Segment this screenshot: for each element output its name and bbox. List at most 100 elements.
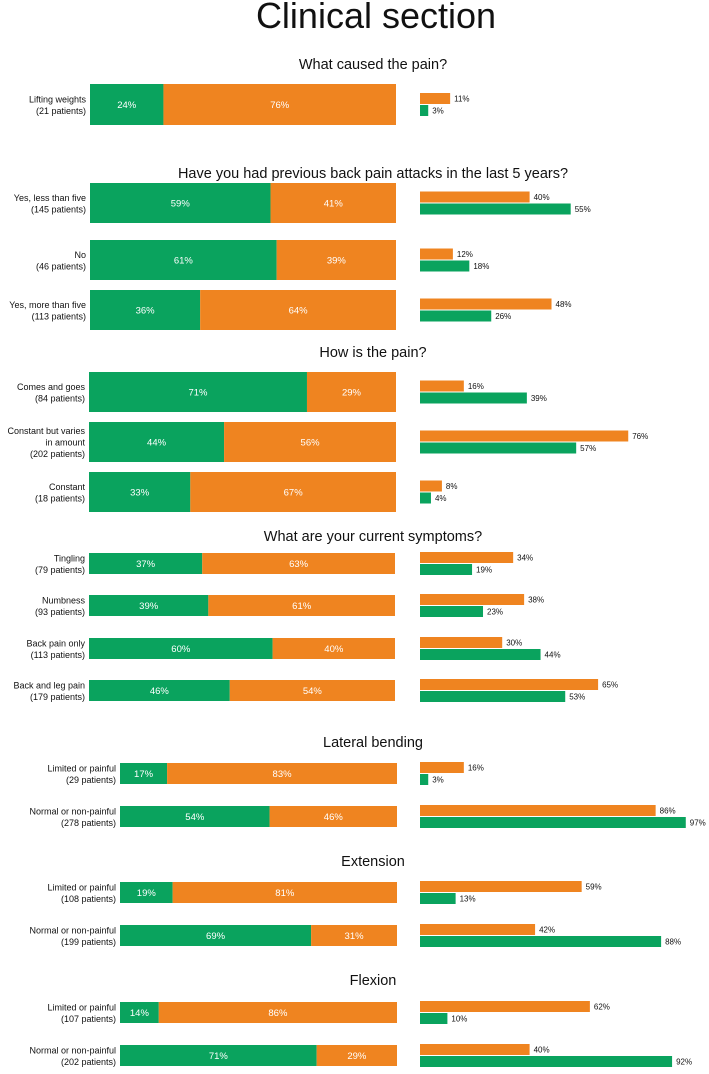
bar-green-label: 19% [137,888,157,899]
share-bar-green [420,203,571,215]
bar-green-label: 60% [171,644,191,655]
row-label: (202 patients) [30,449,85,459]
share-label-green: 88% [665,938,681,947]
bar-orange [272,638,395,659]
share-label-green: 26% [495,312,511,321]
bar-green-label: 37% [136,559,156,570]
share-label-green: 57% [580,444,596,453]
bar-green-label: 69% [206,931,226,942]
share-bar-orange [420,679,599,690]
section-title: Lateral bending [323,735,423,751]
bar-green-label: 39% [139,601,159,612]
row-label: Numbness [42,595,86,605]
share-label-orange: 12% [457,250,473,259]
share-bar-orange [420,1044,530,1055]
row-label: (113 patients) [32,311,86,321]
bar-green [120,882,173,903]
share-label-orange: 42% [539,926,555,935]
bar-green-label: 71% [209,1051,229,1062]
share-bar-orange [420,594,525,605]
bar-orange-label: 54% [303,686,323,697]
section-title: Flexion [350,973,397,989]
bar-orange [172,882,397,903]
bar-green [90,290,201,330]
bar-orange [163,84,396,125]
bar-green [120,806,270,827]
bar-green-label: 14% [130,1008,150,1019]
share-bar-green [420,310,492,322]
share-label-green: 44% [545,651,561,660]
row-label: Limited or painful [47,882,116,892]
bar-orange [316,1045,397,1066]
share-label-orange: 76% [632,432,648,441]
bar-orange-label: 86% [268,1008,288,1019]
bar-green [120,763,168,784]
share-label-orange: 30% [506,639,522,648]
share-label-green: 92% [676,1058,692,1067]
bar-green [90,183,271,223]
section-title: How is the pain? [319,345,426,361]
row-label: (29 patients) [66,775,116,785]
chart-title: Clinical section [256,0,496,36]
row-label: (84 patients) [35,393,85,403]
share-label-green: 19% [476,566,492,575]
bar-orange [200,290,396,330]
row-label: (199 patients) [61,937,116,947]
row-label: Normal or non-painful [29,806,116,816]
row-label: (18 patients) [35,493,85,503]
share-label-green: 53% [569,693,585,702]
share-label-green: 4% [435,494,447,503]
bar-green [89,638,273,659]
bar-green-label: 36% [136,306,156,317]
bar-orange-label: 61% [292,601,312,612]
bar-green-label: 24% [117,100,137,111]
share-bar-orange [420,430,629,442]
bar-orange-label: 41% [324,199,344,210]
share-label-orange: 16% [468,382,484,391]
share-label-orange: 40% [534,193,550,202]
row-label: Yes, less than five [14,193,86,203]
bar-green [89,595,209,616]
bar-orange-label: 31% [345,931,365,942]
share-bar-green [420,691,566,702]
share-label-orange: 16% [468,764,484,773]
share-label-green: 10% [451,1015,467,1024]
share-label-orange: 62% [594,1003,610,1012]
row-label: Limited or painful [47,763,116,773]
row-label: (145 patients) [31,204,86,214]
bar-green [120,925,312,946]
bar-orange [202,553,395,574]
bar-orange-label: 64% [289,306,309,317]
share-bar-green [420,442,577,454]
bar-orange-label: 56% [301,438,321,449]
bar-green-label: 33% [130,488,150,499]
share-bar-green [420,936,662,947]
share-label-orange: 11% [454,95,469,104]
row-label: Normal or non-painful [29,925,116,935]
share-label-green: 97% [690,819,706,828]
row-label: (108 patients) [61,894,116,904]
share-label-green: 23% [487,608,503,617]
row-label: (107 patients) [61,1014,116,1024]
row-label: Lifting weights [29,94,87,104]
row-label: (21 patients) [36,106,86,116]
share-bar-orange [420,762,464,773]
share-bar-orange [420,298,552,310]
share-bar-green [420,564,473,575]
bar-green [89,372,307,412]
bar-green-label: 44% [147,438,167,449]
row-label: Comes and goes [17,382,86,392]
bar-orange [270,183,396,223]
bar-green-label: 71% [188,388,208,399]
bar-orange [208,595,395,616]
bar-orange-label: 29% [347,1051,367,1062]
row-label: No [74,250,86,260]
share-bar-green [420,105,429,116]
row-label: (93 patients) [35,607,85,617]
share-label-green: 3% [432,776,444,785]
share-bar-orange [420,480,442,492]
share-label-orange: 86% [660,807,676,816]
share-bar-orange [420,380,464,392]
share-bar-orange [420,1001,590,1012]
